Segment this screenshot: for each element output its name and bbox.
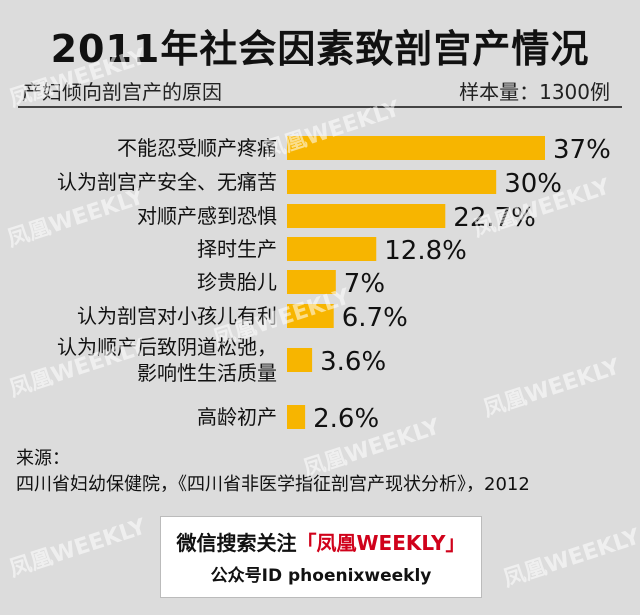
banner-brand: 凤凰WEEKLY: [316, 531, 446, 555]
banner-open-bracket: 「: [296, 531, 317, 555]
bar: [287, 136, 545, 160]
value-label: 37%: [553, 135, 611, 165]
value-label: 3.6%: [320, 347, 386, 377]
value-label: 7%: [344, 269, 385, 299]
watermark: 凤凰WEEKLY: [6, 514, 150, 583]
category-label: 珍贵胎儿: [197, 270, 277, 294]
banner-prefix: 微信搜索关注: [176, 531, 297, 555]
source-label: 来源：: [16, 448, 70, 469]
category-label: 高龄初产: [197, 405, 277, 429]
bar-chart: 37% 不能忍受顺产疼痛 30% 认为剖宫产安全、无痛苦 22.7% 对顺产感到恐惧 12.…: [57, 135, 611, 434]
sample-size: 样本量：1300例: [459, 80, 610, 104]
value-label: 2.6%: [313, 404, 379, 434]
value-label: 12.8%: [384, 236, 467, 266]
bar: [287, 170, 497, 194]
bar: [287, 348, 313, 372]
bar: [287, 405, 306, 429]
bar: [287, 304, 334, 328]
bar: [287, 237, 377, 261]
category-label: 对顺产感到恐惧: [137, 204, 277, 228]
category-label: 不能忍受顺产疼痛: [117, 136, 277, 160]
category-label: 择时生产: [197, 237, 277, 261]
value-label: 6.7%: [342, 303, 408, 333]
source-text: 四川省妇幼保健院，《四川省非医学指征剖宫产现状分析》，2012: [16, 474, 530, 495]
title-divider: [18, 106, 622, 108]
banner-close-bracket: 」: [445, 531, 466, 555]
category-label: 认为剖宫产安全、无痛苦: [57, 170, 277, 194]
value-label: 22.7%: [453, 203, 536, 233]
follow-banner: 微信搜索关注「凤凰WEEKLY」 公众号ID phoenixweekly: [160, 516, 482, 598]
bar: [287, 270, 336, 294]
category-label: 认为顺产后致阴道松弛，: [57, 335, 277, 359]
chart-subtitle: 产妇倾向剖宫产的原因: [22, 80, 222, 104]
banner-follow-line: 微信搜索关注「凤凰WEEKLY」: [161, 527, 481, 556]
bar: [287, 204, 446, 228]
value-label: 30%: [504, 169, 562, 199]
chart-title: 2011年社会因素致剖宫产情况: [50, 27, 590, 71]
watermark: 凤凰WEEKLY: [500, 524, 640, 593]
banner-account-id: 公众号ID phoenixweekly: [210, 566, 432, 586]
category-label: 认为剖宫对小孩儿有利: [77, 304, 277, 328]
category-label: 影响性生活质量: [137, 361, 277, 385]
